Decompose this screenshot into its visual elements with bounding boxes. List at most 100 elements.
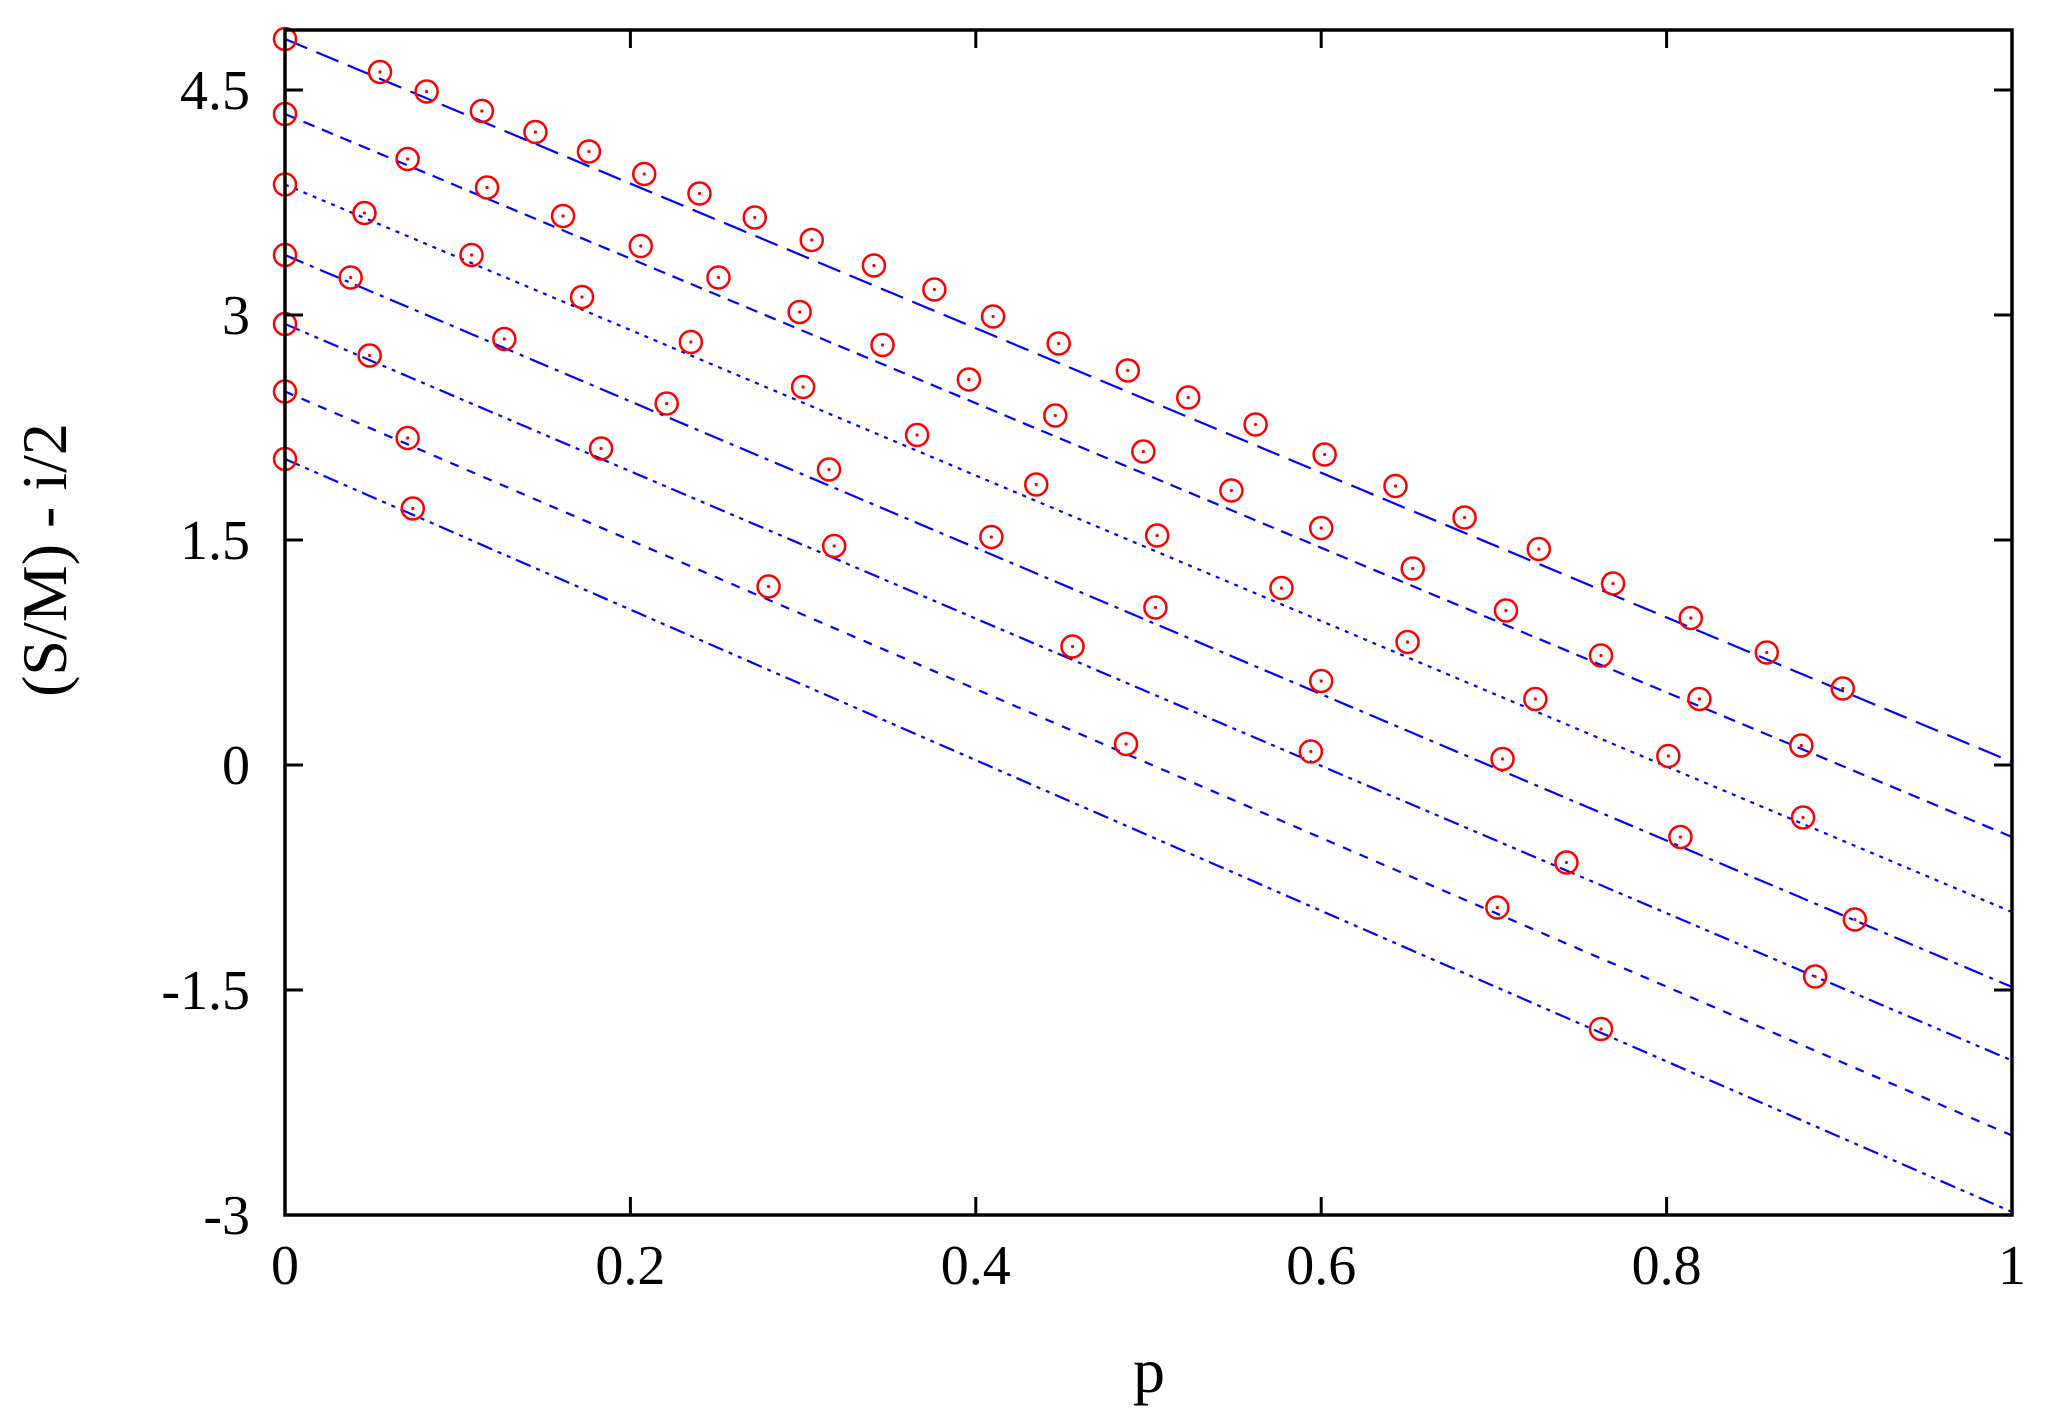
data-point-center-s2-8 bbox=[880, 343, 885, 347]
data-point-s1-3 bbox=[414, 79, 439, 104]
data-point-center-s2-2 bbox=[406, 157, 410, 161]
y-tick-label: -3 bbox=[203, 1185, 250, 1247]
fit-line-5 bbox=[284, 322, 2013, 1062]
data-point-center-s1-13 bbox=[991, 314, 995, 319]
data-point-s1-23 bbox=[1678, 605, 1704, 631]
data-point-s7-3 bbox=[1588, 1016, 1614, 1042]
data-point-center-s2-11 bbox=[1141, 449, 1145, 454]
data-point-s4-9 bbox=[1490, 746, 1515, 772]
data-point-s2-10 bbox=[1042, 403, 1068, 428]
data-point-s5-3 bbox=[588, 436, 614, 461]
x-axis-label: p bbox=[1133, 1335, 1165, 1406]
fit-line-1 bbox=[284, 37, 2013, 764]
data-point-center-s1-12 bbox=[932, 287, 936, 292]
data-point-s1-21 bbox=[1526, 536, 1552, 562]
data-point-center-s2-14 bbox=[1411, 566, 1415, 571]
data-point-center-s4-10 bbox=[1678, 835, 1683, 839]
data-point-s1-13 bbox=[980, 304, 1006, 329]
data-point-s1-10 bbox=[799, 227, 824, 253]
data-point-center-s2-3 bbox=[485, 185, 489, 190]
data-point-center-s5-7 bbox=[1564, 860, 1569, 865]
data-point-s3-12 bbox=[1523, 686, 1548, 712]
data-point-center-s4-6 bbox=[989, 535, 993, 539]
data-point-s3-11 bbox=[1395, 629, 1420, 655]
data-point-center-s4-3 bbox=[502, 337, 506, 341]
data-point-s1-25 bbox=[1830, 676, 1856, 701]
data-point-s3-9 bbox=[1144, 523, 1170, 548]
data-point-center-s1-5 bbox=[533, 130, 538, 134]
data-point-s2-2 bbox=[395, 146, 420, 172]
data-point-center-s1-8 bbox=[697, 191, 702, 196]
data-point-s2-11 bbox=[1131, 439, 1156, 464]
data-point-s1-18 bbox=[1312, 442, 1337, 467]
data-point-s1-19 bbox=[1383, 473, 1408, 499]
data-point-s1-14 bbox=[1046, 331, 1071, 356]
data-point-s2-16 bbox=[1588, 643, 1614, 668]
data-point-center-s4-9 bbox=[1500, 757, 1505, 761]
x-tick-labels: 0 0.2 0.4 0.6 0.8 1 bbox=[271, 1235, 2026, 1297]
data-point-center-s1-18 bbox=[1323, 452, 1327, 457]
data-point-s6-3 bbox=[756, 574, 781, 599]
data-point-center-s1-14 bbox=[1057, 341, 1061, 346]
plot-frame bbox=[283, 28, 2014, 1217]
data-point-s5-4 bbox=[821, 533, 847, 559]
y-tick-labels: -3 -1.5 0 1.5 3 4.5 bbox=[161, 60, 250, 1247]
data-point-center-s3-3 bbox=[469, 253, 474, 257]
data-point-s4-10 bbox=[1668, 824, 1693, 850]
data-point-center-s3-6 bbox=[801, 385, 805, 389]
data-point-s3-4 bbox=[569, 284, 595, 310]
data-point-s4-7 bbox=[1143, 595, 1168, 620]
data-point-center-s3-9 bbox=[1155, 533, 1159, 538]
data-point-s4-8 bbox=[1308, 668, 1334, 694]
data-point-center-s5-6 bbox=[1309, 749, 1313, 754]
data-point-center-s3-5 bbox=[689, 340, 693, 344]
data-point-s2-9 bbox=[956, 367, 982, 392]
data-point-center-s3-2 bbox=[362, 211, 367, 215]
data-point-s3-3 bbox=[459, 242, 484, 268]
data-point-s1-24 bbox=[1754, 640, 1780, 665]
data-point-s1-20 bbox=[1452, 505, 1477, 530]
data-point-s2-4 bbox=[550, 203, 576, 229]
data-point-center-s5-8 bbox=[1813, 974, 1817, 979]
data-point-s5-8 bbox=[1802, 964, 1828, 989]
data-point-center-s2-18 bbox=[1799, 743, 1803, 748]
fit-line-3 bbox=[284, 183, 2013, 914]
data-point-center-s2-12 bbox=[1229, 488, 1233, 493]
data-point-s1-16 bbox=[1175, 385, 1201, 410]
data-point-s3-14 bbox=[1790, 805, 1816, 830]
data-point-center-s2-10 bbox=[1053, 413, 1057, 418]
data-point-center-s3-12 bbox=[1533, 697, 1537, 701]
data-point-center-s3-8 bbox=[1034, 482, 1038, 487]
data-point-s1-4 bbox=[469, 98, 495, 124]
data-point-center-s5-3 bbox=[599, 446, 603, 451]
data-point-center-s4-11 bbox=[1853, 917, 1857, 922]
fit-line-7 bbox=[284, 457, 2013, 1214]
data-point-center-s2-5 bbox=[639, 244, 643, 248]
data-point-s1-17 bbox=[1243, 412, 1268, 437]
data-point-center-s5-5 bbox=[1070, 644, 1075, 649]
data-point-s2-12 bbox=[1219, 478, 1244, 503]
data-point-s2-13 bbox=[1308, 515, 1334, 541]
data-point-center-s4-5 bbox=[827, 467, 831, 472]
data-point-center-s5-4 bbox=[832, 544, 836, 548]
data-point-center-s2-15 bbox=[1504, 608, 1508, 613]
data-point-center-s1-10 bbox=[810, 238, 814, 242]
data-point-s4-5 bbox=[816, 457, 842, 482]
x-tick-label: 0 bbox=[271, 1235, 299, 1297]
data-point-center-s1-11 bbox=[872, 263, 876, 268]
data-point-s6-2 bbox=[395, 425, 420, 451]
fit-lines bbox=[284, 37, 2013, 1214]
data-point-center-s6-4 bbox=[1124, 742, 1128, 746]
fit-line-4 bbox=[284, 253, 2013, 989]
data-point-s1-15 bbox=[1115, 358, 1141, 383]
data-point-center-s1-7 bbox=[642, 172, 646, 176]
data-point-center-s6-3 bbox=[766, 584, 771, 589]
data-point-center-s1-15 bbox=[1126, 368, 1130, 373]
y-tick-label: 4.5 bbox=[180, 60, 250, 122]
data-point-center-s1-24 bbox=[1765, 650, 1769, 655]
tick-marks bbox=[283, 30, 2014, 1217]
data-point-s2-6 bbox=[706, 265, 731, 290]
data-point-s4-4 bbox=[654, 391, 679, 416]
data-point-center-s3-14 bbox=[1801, 815, 1805, 820]
